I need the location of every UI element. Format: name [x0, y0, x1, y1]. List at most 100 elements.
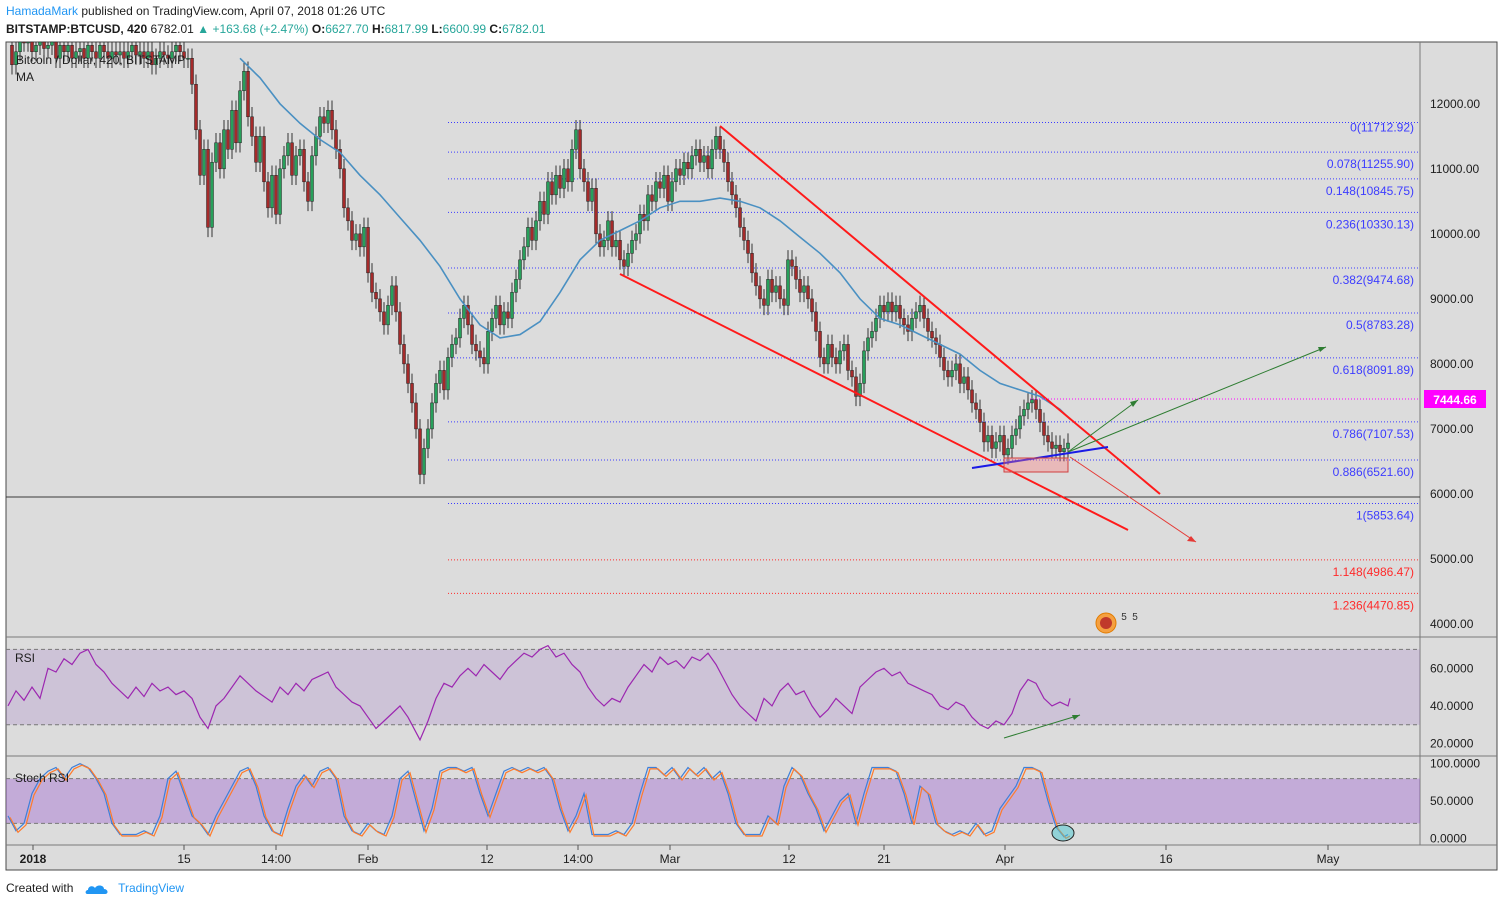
- candle-body: [334, 129, 338, 150]
- candle-body: [858, 383, 862, 397]
- candle-body: [62, 45, 66, 53]
- bullish-arrowhead-short: [1130, 400, 1138, 407]
- candle-body: [354, 233, 358, 241]
- author-link[interactable]: HamadaMark: [6, 4, 79, 18]
- candle-body: [1054, 444, 1058, 449]
- candle-body: [766, 279, 770, 306]
- candle-body: [518, 259, 522, 280]
- rsi-pane: RSI 60.0000 40.0000 20.0000: [6, 644, 1474, 751]
- fib-level-label: 0.5(8783.28): [1346, 318, 1414, 332]
- candle-body: [122, 51, 126, 59]
- candle-body: [146, 51, 150, 59]
- candle-body: [622, 259, 626, 267]
- candle-body: [534, 220, 538, 241]
- candle-body: [386, 305, 390, 326]
- candle-body: [682, 162, 686, 176]
- candle-body: [262, 136, 266, 183]
- fib-level-label: 0.236(10330.13): [1326, 217, 1414, 231]
- candle-body: [678, 168, 682, 176]
- candle-body: [854, 376, 858, 397]
- price-tick-label: 4000.00: [1430, 617, 1474, 631]
- candle-body: [162, 51, 166, 56]
- candle-body: [226, 129, 230, 150]
- candle-body: [542, 201, 546, 215]
- candle-body: [850, 370, 854, 378]
- candle-body: [186, 58, 190, 60]
- candle-body: [654, 181, 658, 202]
- candle-body: [374, 292, 378, 300]
- candle-body: [658, 181, 662, 189]
- high-value: 6817.99: [384, 22, 428, 36]
- candle-body: [882, 305, 886, 313]
- candle-body: [702, 155, 706, 163]
- candle-body: [458, 318, 462, 339]
- candle-body: [406, 363, 410, 384]
- candle-body: [802, 285, 806, 293]
- candle-body: [714, 136, 718, 150]
- rsi-label: RSI: [15, 651, 35, 665]
- rsi-tick-label: 40.0000: [1430, 699, 1474, 713]
- candle-body: [58, 45, 62, 59]
- candle-body: [514, 279, 518, 293]
- candle-body: [106, 51, 110, 59]
- candle-body: [194, 84, 198, 131]
- candle-body: [550, 181, 554, 196]
- candle-body: [478, 350, 482, 358]
- candle-body: [822, 357, 826, 365]
- candle-body: [434, 383, 438, 404]
- candle-body: [462, 305, 466, 319]
- candle-body: [266, 181, 270, 209]
- candle-body: [814, 311, 818, 332]
- candle-body: [782, 298, 786, 306]
- candle-body: [1026, 402, 1030, 410]
- candle-body: [694, 149, 698, 157]
- candle-body: [242, 71, 246, 92]
- time-tick-label: Feb: [358, 852, 379, 866]
- candle-body: [474, 344, 478, 352]
- candle-body: [630, 240, 634, 254]
- candle-body: [974, 402, 978, 410]
- tradingview-link[interactable]: TradingView: [118, 881, 185, 895]
- candle-body: [774, 285, 778, 293]
- candle-body: [754, 272, 758, 287]
- fib-level-label: 0.886(6521.60): [1333, 465, 1414, 479]
- candle-body: [318, 116, 322, 137]
- candle-body: [1006, 448, 1010, 456]
- candle-body: [574, 129, 578, 150]
- candle-body: [86, 45, 90, 59]
- candle-body: [74, 51, 78, 59]
- candle-body: [842, 344, 846, 352]
- candle-body: [726, 162, 730, 183]
- candle-body: [790, 259, 794, 267]
- candle-body: [218, 142, 222, 170]
- price-series: [10, 41, 1071, 485]
- candle-body: [38, 41, 42, 46]
- candle-body: [258, 136, 262, 163]
- candle-body: [170, 51, 174, 59]
- candle-body: [1034, 399, 1038, 410]
- candle-body: [26, 41, 30, 44]
- candle-body: [1066, 442, 1070, 449]
- candle-body: [158, 51, 162, 59]
- candle-body: [314, 136, 318, 157]
- candle-body: [618, 240, 622, 261]
- stoch-oversold-highlight: [1051, 824, 1075, 842]
- candle-body: [586, 181, 590, 202]
- close-value: 6782.01: [502, 22, 546, 36]
- candle-body: [750, 253, 754, 274]
- candle-body: [42, 41, 46, 49]
- candle-body: [946, 370, 950, 378]
- candle-body: [566, 168, 570, 183]
- stoch-tick-label: 0.0000: [1430, 831, 1467, 845]
- rsi-divergence-arrowhead: [1072, 715, 1080, 720]
- symbol-label: BITSTAMP:BTCUSD, 420: [6, 22, 148, 36]
- candle-body: [722, 149, 726, 163]
- time-tick-label: Mar: [660, 852, 681, 866]
- candle-body: [606, 220, 610, 241]
- candle-body: [138, 51, 142, 56]
- candle-body: [426, 428, 430, 449]
- bullish-arrow-short: [1067, 399, 1139, 453]
- change-value: +163.68 (+2.47%): [212, 22, 309, 36]
- price-tick-label: 9000.00: [1430, 292, 1474, 306]
